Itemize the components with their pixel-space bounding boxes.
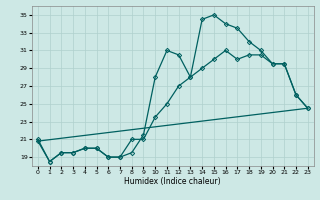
X-axis label: Humidex (Indice chaleur): Humidex (Indice chaleur) <box>124 177 221 186</box>
